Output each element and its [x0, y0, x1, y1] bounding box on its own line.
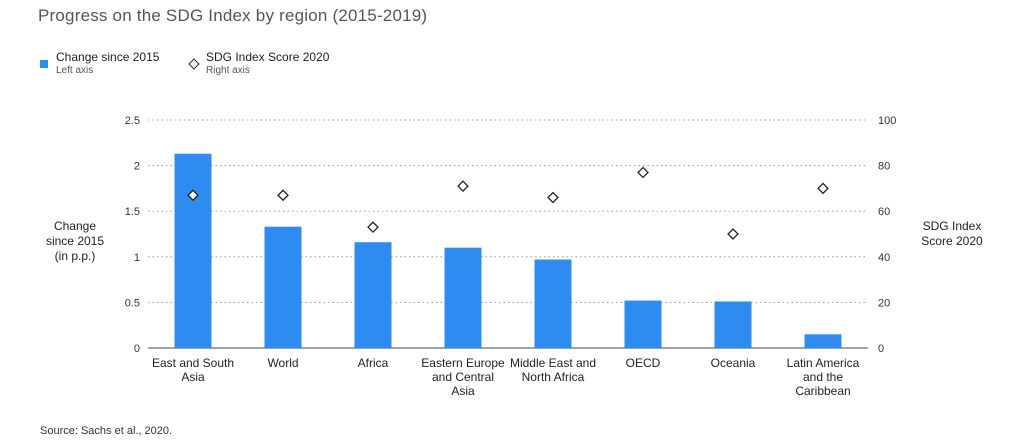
- right-axis-ticks: 0 20 40 60 80 100: [878, 115, 896, 355]
- legend-label-score: SDG Index Score 2020: [206, 50, 330, 64]
- bar: [804, 334, 842, 348]
- legend-sub-change: Left axis: [56, 65, 94, 76]
- category-label: and the: [803, 370, 843, 384]
- category-label: Latin America: [787, 356, 860, 370]
- left-tick-label: 2: [134, 161, 140, 173]
- legend-sub-score: Right axis: [206, 65, 250, 76]
- bars: [174, 153, 842, 348]
- bar: [264, 226, 302, 348]
- source-note: Source: Sachs et al., 2020.: [40, 425, 173, 437]
- gridlines: [148, 119, 868, 349]
- right-tick-label: 80: [878, 161, 890, 173]
- legend-item-change: Change since 2015 Left axis: [40, 50, 160, 78]
- left-tick-label: 2.5: [125, 115, 140, 127]
- bar: [714, 301, 752, 348]
- bar: [174, 153, 212, 348]
- category-label: Asia: [451, 384, 475, 398]
- bar: [354, 242, 392, 348]
- right-axis-label-line: Score 2020: [921, 234, 983, 248]
- category-label: World: [267, 356, 298, 370]
- category-label: OECD: [626, 356, 661, 370]
- right-axis-label-line: SDG Index: [922, 219, 982, 233]
- left-tick-label: 0: [134, 343, 140, 355]
- category-label: Caribbean: [795, 384, 850, 398]
- left-tick-label: 1: [134, 252, 140, 264]
- score-diamond: [457, 180, 469, 192]
- category-label: Asia: [181, 370, 205, 384]
- category-label: Oceania: [711, 356, 756, 370]
- bar: [624, 300, 662, 348]
- category-label: Eastern Europe: [421, 356, 505, 370]
- left-tick-label: 1.5: [125, 206, 140, 218]
- left-axis-label-line: (in p.p.): [54, 249, 96, 263]
- score-diamond: [277, 189, 289, 202]
- category-label: and Central: [432, 370, 494, 384]
- category-label: East and South: [152, 356, 234, 370]
- left-axis-label-line: since 2015: [45, 234, 105, 248]
- score-diamond: [187, 189, 199, 202]
- score-diamond: [547, 191, 559, 204]
- bar: [534, 259, 572, 348]
- left-axis-label: Change since 2015 (in p.p.): [40, 219, 110, 264]
- legend-item-score: SDG Index Score 2020 Right axis: [188, 50, 330, 78]
- left-axis-ticks: 0 0.5 1 1.5 2 2.5: [125, 115, 140, 355]
- legend-bar-swatch: [40, 60, 48, 68]
- right-tick-label: 0: [878, 343, 884, 355]
- bar: [444, 247, 482, 348]
- score-diamond: [637, 166, 649, 179]
- left-axis-label-line: Change: [53, 219, 97, 233]
- legend-label-change: Change since 2015: [56, 50, 160, 64]
- category-label: North Africa: [522, 370, 585, 384]
- score-markers: [187, 166, 829, 240]
- category-label: Africa: [358, 356, 389, 370]
- chart-title: Progress on the SDG Index by region (201…: [38, 6, 428, 25]
- right-tick-label: 100: [878, 115, 896, 127]
- right-tick-label: 20: [878, 297, 890, 309]
- score-diamond: [367, 221, 379, 234]
- right-axis-label: SDG Index Score 2020: [912, 219, 992, 249]
- right-tick-label: 40: [878, 252, 890, 264]
- score-diamond: [817, 182, 829, 195]
- score-diamond: [727, 228, 739, 240]
- category-label: Middle East and: [510, 356, 596, 370]
- left-tick-label: 0.5: [125, 297, 140, 309]
- right-tick-label: 60: [878, 206, 890, 218]
